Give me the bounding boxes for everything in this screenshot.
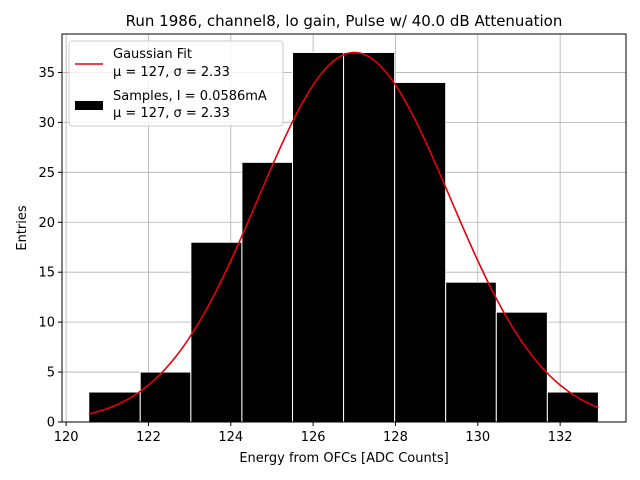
- y-tick-label: 20: [38, 216, 55, 231]
- y-tick-label: 15: [38, 266, 55, 281]
- x-axis-label: Energy from OFCs [ADC Counts]: [239, 451, 448, 466]
- legend-samples-name: Samples, I = 0.0586mA: [113, 89, 267, 104]
- legend-samples-stats: μ = 127, σ = 2.33: [113, 106, 230, 121]
- x-tick-label: 122: [136, 430, 161, 445]
- x-tick-label: 132: [548, 430, 573, 445]
- y-tick-label: 0: [47, 416, 55, 431]
- x-axis-ticks: 120 122 124 126 128 130 132: [54, 422, 573, 445]
- legend-fit-stats: μ = 127, σ = 2.33: [113, 65, 230, 80]
- legend: Gaussian Fit μ = 127, σ = 2.33 Samples, …: [68, 40, 284, 127]
- x-tick-label: 130: [465, 430, 490, 445]
- histogram-bar: [546, 391, 599, 423]
- histogram-bar: [88, 391, 141, 423]
- histogram-bar: [495, 311, 548, 423]
- y-tick-label: 10: [38, 316, 55, 331]
- y-tick-label: 25: [38, 166, 55, 181]
- x-tick-label: 128: [383, 430, 408, 445]
- x-tick-label: 120: [54, 430, 79, 445]
- histogram-bar: [139, 371, 192, 423]
- x-tick-label: 124: [218, 430, 243, 445]
- histogram-bar: [394, 81, 447, 423]
- legend-samples-swatch: [75, 101, 103, 110]
- y-tick-label: 5: [47, 366, 55, 381]
- plot-frame: [61, 33, 627, 423]
- y-axis-ticks: 0 5 10 15 20 25 30 35: [38, 66, 62, 431]
- histogram-bar: [445, 281, 497, 423]
- legend-fit-name: Gaussian Fit: [113, 47, 192, 62]
- x-tick-label: 126: [301, 430, 326, 445]
- y-tick-label: 30: [38, 116, 55, 131]
- histogram-bar: [241, 161, 294, 423]
- histogram-bar: [190, 241, 243, 423]
- gaussian-fit-line: [88, 51, 599, 415]
- legend-box: [68, 40, 284, 127]
- histogram-bars: [88, 51, 599, 423]
- chart-title: Run 1986, channel8, lo gain, Pulse w/ 40…: [126, 12, 563, 30]
- y-axis-label: Entries: [15, 205, 30, 251]
- y-tick-label: 35: [38, 66, 55, 81]
- histogram-bar: [343, 51, 396, 423]
